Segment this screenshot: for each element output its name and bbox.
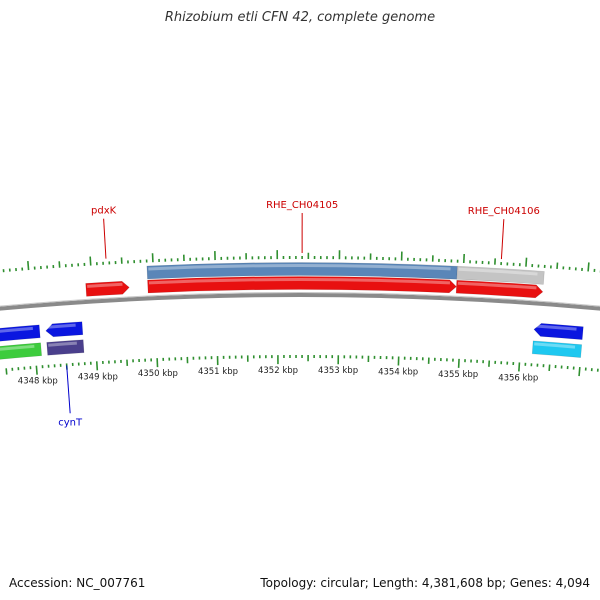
feature-reverse-gene bbox=[0, 342, 42, 360]
feature-highlight bbox=[46, 323, 76, 329]
callout-label-pdxK: pdxK bbox=[91, 206, 117, 217]
scale-label: 4356 kbp bbox=[498, 373, 538, 383]
scale-label: 4351 kbp bbox=[198, 367, 238, 377]
map-title: Rhizobium etli CFN 42, complete genome bbox=[164, 10, 436, 25]
accession-text: Accession: NC_007761 bbox=[9, 576, 146, 590]
callout-line bbox=[500, 219, 505, 260]
scale-label: 4355 kbp bbox=[438, 370, 478, 380]
feature-forward-gene bbox=[456, 265, 545, 285]
scale-label: 4352 kbp bbox=[258, 366, 298, 376]
feature-highlight bbox=[0, 326, 34, 333]
tick-mark bbox=[95, 361, 99, 371]
callout-label-RHE_CH04105: RHE_CH04105 bbox=[266, 200, 338, 211]
feature-highlight bbox=[148, 264, 451, 271]
feature-highlight bbox=[148, 278, 451, 285]
scale-label: 4350 kbp bbox=[138, 369, 178, 379]
inner-tick-ring bbox=[5, 355, 599, 377]
scale-label: 4348 kbp bbox=[18, 377, 58, 387]
feature-highlight bbox=[48, 341, 77, 347]
feature-tracks bbox=[0, 262, 584, 360]
genome-backbone bbox=[0, 292, 600, 311]
feature-callouts: pdxK RHE_CH04105 RHE_CH04106 cynT bbox=[58, 200, 540, 428]
feature-RHE_CH04106 bbox=[455, 279, 544, 299]
tick-mark bbox=[89, 256, 92, 266]
outer-tick-ring bbox=[2, 250, 600, 273]
backbone-highlight bbox=[0, 292, 600, 307]
feature-RHE_CH04105 bbox=[147, 276, 457, 294]
feature-highlight bbox=[458, 267, 538, 276]
tick-mark bbox=[525, 257, 528, 267]
scale-label: 4349 kbp bbox=[78, 372, 118, 382]
scale-label: 4353 kbp bbox=[318, 366, 358, 376]
feature-reverse-cds bbox=[45, 321, 84, 338]
feature-reverse-cds bbox=[0, 324, 41, 342]
feature-highlight bbox=[457, 281, 537, 290]
feature-reverse-gene bbox=[531, 340, 583, 358]
feature-reverse-cds bbox=[533, 323, 584, 340]
tick-mark bbox=[35, 365, 38, 375]
tick-mark bbox=[587, 262, 590, 272]
feature-pdxK bbox=[85, 280, 130, 297]
feature-highlight bbox=[0, 344, 35, 351]
callout-line bbox=[103, 218, 107, 259]
scale-labels: 4348 kbp 4349 kbp 4350 kbp 4351 kbp 4352 kbp… bbox=[18, 366, 538, 387]
backbone-arc bbox=[0, 293, 600, 311]
feature-highlight bbox=[535, 324, 577, 331]
feature-cynT bbox=[46, 339, 85, 356]
callout-label-RHE_CH04106: RHE_CH04106 bbox=[468, 206, 540, 217]
feature-forward-gene bbox=[146, 262, 458, 280]
scale-label: 4354 kbp bbox=[378, 367, 418, 377]
tick-mark bbox=[578, 367, 581, 377]
callout-line bbox=[66, 365, 71, 414]
tick-mark bbox=[518, 362, 521, 372]
feature-highlight bbox=[87, 282, 123, 288]
tick-mark bbox=[5, 368, 8, 375]
genome-stats-text: Topology: circular; Length: 4,381,608 bp… bbox=[260, 576, 590, 590]
feature-highlight bbox=[534, 342, 576, 349]
callout-label-cynT: cynT bbox=[58, 417, 83, 428]
tick-mark bbox=[27, 260, 30, 271]
